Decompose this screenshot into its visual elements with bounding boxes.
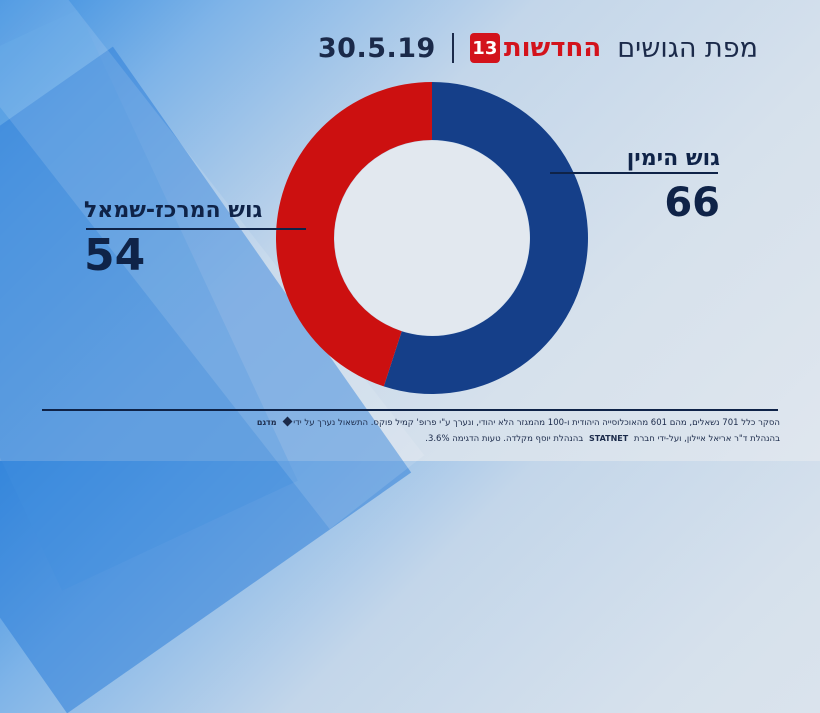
donut-chart: [276, 82, 589, 394]
left-bloc-name: גוש המרכז-שמאל: [84, 198, 263, 223]
header-separator: [451, 33, 454, 63]
survey-date: 30.5.19: [317, 32, 436, 64]
left-bloc-seats: 54: [84, 230, 146, 281]
right-bloc-name: גוש הימין: [626, 146, 720, 171]
madgam-logo-icon: [282, 416, 292, 427]
footer-divider: [42, 409, 778, 411]
channel-number-badge: 13: [469, 33, 500, 63]
statnet-brand: STATNET: [588, 434, 629, 443]
donut-hole: [334, 140, 530, 336]
madgam-brand: מדגם: [256, 418, 277, 427]
channel-name: החדשות: [503, 33, 602, 63]
donut-slice-left-bloc: [276, 82, 432, 387]
page-title: מפת הגושים: [617, 32, 758, 64]
footnote-line3: בהנהלת יוסף מקלדה. טעות הדגימה 3.6%.: [425, 434, 584, 444]
footnote-line2: בהנהלת ד"ר אריאל איילון, ועל-ידי חברת: [633, 434, 780, 444]
survey-footnote: הסקר כלל 701 נשאלים, מהם 601 מהאוכלוסייה…: [40, 415, 780, 447]
donut-slice-right-bloc: [383, 82, 589, 394]
left-label-leader-line: [86, 228, 306, 230]
header: 30.5.19 13 החדשות מפת הגושים: [318, 26, 758, 70]
right-label-leader-line: [550, 172, 718, 174]
right-bloc-seats: 66: [664, 180, 720, 226]
channel-logo: 13 החדשות: [469, 33, 602, 63]
footnote-line1: הסקר כלל 701 נשאלים, מהם 601 מהאוכלוסייה…: [293, 418, 780, 428]
